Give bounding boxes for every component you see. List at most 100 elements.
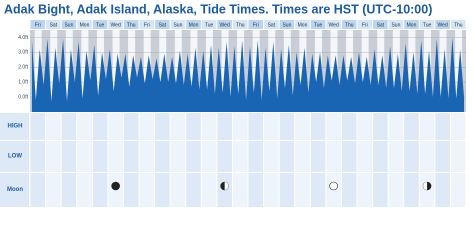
table-cell bbox=[419, 141, 435, 172]
day-label: Sun bbox=[391, 22, 400, 28]
table-cell bbox=[404, 141, 419, 172]
day-label: Sat bbox=[268, 22, 276, 28]
day-label: Thu bbox=[345, 22, 354, 28]
table-cell bbox=[61, 113, 77, 140]
y-tick-label: 4.0ft bbox=[18, 35, 28, 41]
table-cell bbox=[123, 113, 139, 140]
table-cell bbox=[419, 113, 435, 140]
table-cell bbox=[170, 141, 186, 172]
table-cell bbox=[373, 141, 388, 172]
table-cell bbox=[357, 113, 373, 140]
table-cell bbox=[77, 173, 92, 207]
table-cell bbox=[46, 141, 61, 172]
page: {"chart_data": {"type": "tide", "title":… bbox=[0, 2, 466, 207]
table-cell bbox=[155, 173, 170, 207]
table-cell bbox=[170, 113, 186, 140]
day-label: Thu bbox=[454, 22, 463, 28]
table-cell bbox=[357, 173, 373, 207]
header-cell bbox=[404, 20, 419, 29]
table-cell bbox=[373, 113, 388, 140]
day-label: Tue bbox=[314, 22, 323, 28]
table-cell bbox=[388, 141, 404, 172]
day-label: Sat bbox=[159, 22, 167, 28]
table-cell bbox=[326, 113, 341, 140]
table-cell bbox=[61, 173, 77, 207]
header-cell bbox=[295, 20, 310, 29]
day-label: Sat bbox=[377, 22, 385, 28]
table-cell bbox=[61, 141, 77, 172]
y-tick-label: 0.0ft bbox=[18, 94, 28, 100]
table-cell bbox=[404, 113, 419, 140]
table-cell bbox=[450, 173, 466, 207]
table-cell bbox=[310, 173, 326, 207]
table-cell bbox=[46, 113, 61, 140]
table-cell bbox=[248, 141, 264, 172]
day-label: Thu bbox=[127, 22, 136, 28]
table-cell bbox=[450, 141, 466, 172]
table-cell bbox=[92, 173, 108, 207]
table-cell bbox=[108, 113, 123, 140]
header-cell bbox=[341, 20, 357, 29]
header-cell bbox=[123, 20, 139, 29]
table-cell bbox=[92, 113, 108, 140]
table-cell bbox=[248, 113, 264, 140]
table-cell bbox=[217, 141, 232, 172]
header-cell bbox=[108, 20, 123, 29]
day-label: Wed bbox=[220, 22, 230, 28]
header-cell bbox=[92, 20, 108, 29]
header-cell bbox=[388, 20, 404, 29]
table-cell bbox=[295, 141, 310, 172]
table-cell bbox=[77, 141, 92, 172]
table-cell bbox=[435, 173, 450, 207]
day-label: Wed bbox=[329, 22, 339, 28]
day-label: Sun bbox=[64, 22, 73, 28]
table-cell bbox=[30, 141, 46, 172]
header-cell bbox=[326, 20, 341, 29]
header-cell bbox=[248, 20, 264, 29]
table-cell bbox=[341, 141, 357, 172]
header-cell bbox=[310, 20, 326, 29]
header-cell bbox=[186, 20, 201, 29]
day-label: Fri bbox=[362, 22, 368, 28]
header-cell bbox=[279, 20, 295, 29]
header-cell bbox=[30, 20, 46, 29]
tide-area bbox=[31, 37, 465, 113]
y-tick-label: 1.0ft bbox=[18, 80, 28, 86]
chart-title: Adak Bight, Adak Island, Alaska, Tide Ti… bbox=[4, 2, 432, 16]
header-cell bbox=[217, 20, 232, 29]
table-cell bbox=[232, 113, 248, 140]
table-cell bbox=[155, 113, 170, 140]
table-cell bbox=[279, 141, 295, 172]
table-cell bbox=[450, 113, 466, 140]
table-cell bbox=[373, 173, 388, 207]
table-cell bbox=[139, 141, 155, 172]
table-cell bbox=[341, 113, 357, 140]
table-cell bbox=[139, 173, 155, 207]
table-cell bbox=[232, 141, 248, 172]
day-label: Sat bbox=[50, 22, 58, 28]
table-cell bbox=[217, 113, 232, 140]
table-cell bbox=[186, 113, 201, 140]
day-label: Thu bbox=[236, 22, 245, 28]
day-label: Tue bbox=[205, 22, 214, 28]
table-cell bbox=[92, 141, 108, 172]
header-cell bbox=[77, 20, 92, 29]
header-cell bbox=[435, 20, 450, 29]
tide-chart: Adak Bight, Adak Island, Alaska, Tide Ti… bbox=[0, 2, 466, 207]
row-label-cell bbox=[0, 173, 29, 207]
header-cell bbox=[155, 20, 170, 29]
day-label: Wed bbox=[111, 22, 121, 28]
header-cell bbox=[373, 20, 388, 29]
day-label: Sun bbox=[173, 22, 182, 28]
table-cell bbox=[388, 173, 404, 207]
table-cell bbox=[139, 113, 155, 140]
table-cell bbox=[123, 141, 139, 172]
header-cell bbox=[264, 20, 279, 29]
table-cell bbox=[435, 141, 450, 172]
table-cell bbox=[264, 141, 279, 172]
table-cell bbox=[264, 173, 279, 207]
table-cell bbox=[155, 141, 170, 172]
header-cell bbox=[357, 20, 373, 29]
day-label: Mon bbox=[80, 22, 90, 28]
table-cell bbox=[295, 173, 310, 207]
